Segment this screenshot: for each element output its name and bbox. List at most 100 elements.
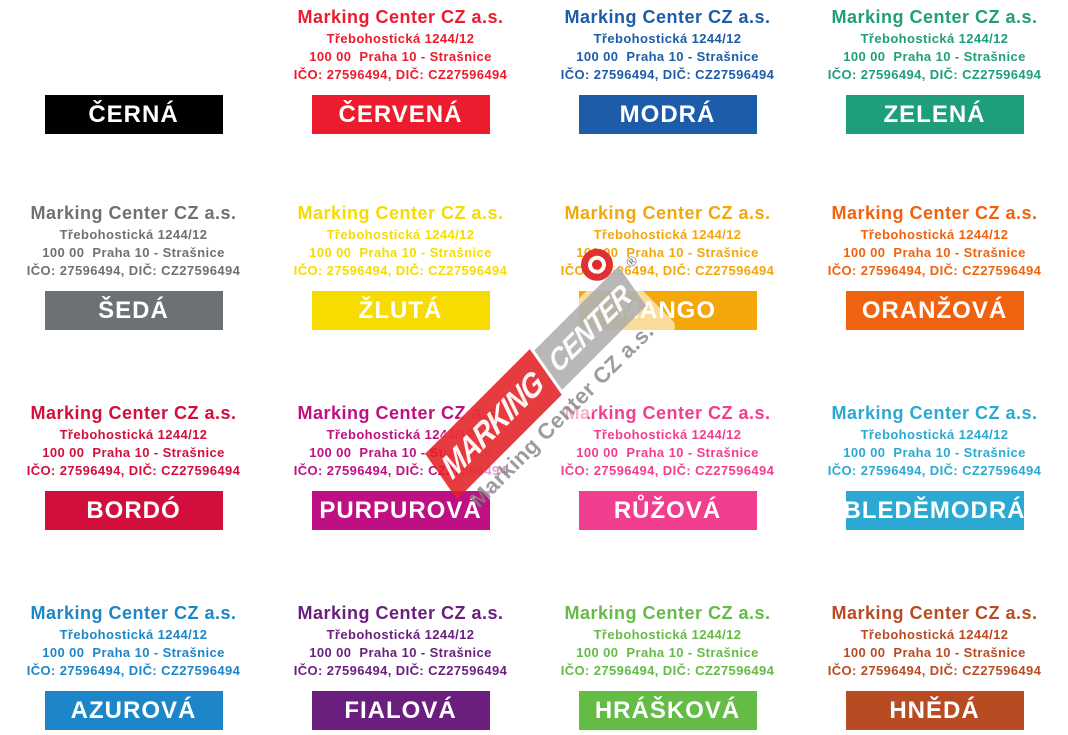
color-name-label: ZELENÁ: [883, 100, 986, 128]
stamp-line-ids: IČO: 27596494, DIČ: CZ27596494: [560, 263, 775, 278]
stamp-line-city: 100 00 Praha 10 - Strašnice: [576, 49, 759, 64]
color-name-label: MANGO: [619, 296, 716, 324]
color-name-label: MODRÁ: [619, 100, 716, 128]
color-bar[interactable]: ŽLUTÁ: [311, 291, 490, 330]
stamp-line-ids: IČO: 27596494, DIČ: CZ27596494: [827, 67, 1042, 82]
color-name-label: RŮŽOVÁ: [613, 496, 722, 524]
stamp-line-city: 100 00 Praha 10 - Strašnice: [309, 445, 492, 460]
stamp-line-ids: IČO: 27596494, DIČ: CZ27596494: [293, 663, 508, 678]
stamp-line-ids: IČO: 27596494, DIČ: CZ27596494: [560, 463, 775, 478]
color-cell-zluta: Marking Center CZ a.s. Třebohostická 124…: [267, 196, 534, 396]
color-name-label: ŠEDÁ: [98, 296, 169, 324]
color-cell-zelena: Marking Center CZ a.s. Třebohostická 124…: [801, 0, 1068, 196]
color-bar[interactable]: FIALOVÁ: [311, 691, 490, 730]
color-cell-oranzova: Marking Center CZ a.s. Třebohostická 124…: [801, 196, 1068, 396]
color-bar[interactable]: ČERVENÁ: [311, 95, 490, 134]
color-bar[interactable]: BLEDĚMODRÁ: [843, 491, 1026, 530]
color-name-label: ORANŽOVÁ: [861, 296, 1008, 324]
stamp-sample: Marking Center CZ a.s. Třebohostická 124…: [534, 200, 801, 280]
stamp-line-company: Marking Center CZ a.s.: [564, 7, 771, 27]
stamp-line-street: Třebohostická 1244/12: [860, 31, 1009, 46]
stamp-line-ids: IČO: 27596494, DIČ: CZ27596494: [293, 67, 508, 82]
stamp-line-company: Marking Center CZ a.s.: [297, 603, 504, 623]
stamp-line-street: Třebohostická 1244/12: [326, 31, 475, 46]
stamp-line-ids: IČO: 27596494, DIČ: CZ27596494: [26, 463, 241, 478]
color-bar[interactable]: HNĚDÁ: [845, 691, 1024, 730]
color-bar[interactable]: ČERNÁ: [44, 95, 223, 134]
color-name-label: FIALOVÁ: [344, 696, 457, 724]
stamp-line-ids: IČO: 27596494, DIČ: CZ27596494: [560, 67, 775, 82]
color-bar[interactable]: PURPUROVÁ: [311, 491, 490, 530]
stamp-line-city: 100 00 Praha 10 - Strašnice: [843, 49, 1026, 64]
color-name-label: BORDÓ: [86, 496, 181, 524]
stamp-line-street: Třebohostická 1244/12: [593, 427, 742, 442]
color-name-label: ČERNÁ: [88, 100, 179, 128]
color-cell-modra: Marking Center CZ a.s. Třebohostická 124…: [534, 0, 801, 196]
color-bar[interactable]: BORDÓ: [44, 491, 223, 530]
stamp-line-company: Marking Center CZ a.s.: [297, 403, 504, 423]
stamp-sample: Marking Center CZ a.s. Třebohostická 124…: [534, 4, 801, 84]
stamp-line-company: Marking Center CZ a.s.: [831, 603, 1038, 623]
color-cell-seda: Marking Center CZ a.s. Třebohostická 124…: [0, 196, 267, 396]
color-cell-mango: Marking Center CZ a.s. Třebohostická 124…: [534, 196, 801, 396]
stamp-line-street: Třebohostická 1244/12: [860, 627, 1009, 642]
stamp-line-company: Marking Center CZ a.s.: [831, 203, 1038, 223]
stamp-line-company: Marking Center CZ a.s.: [30, 403, 237, 423]
color-name-label: ČERVENÁ: [338, 100, 463, 128]
stamp-sample: Marking Center CZ a.s. Třebohostická 124…: [267, 400, 534, 480]
color-name-label: AZUROVÁ: [70, 696, 197, 724]
stamp-line-street: Třebohostická 1244/12: [326, 427, 475, 442]
color-cell-bordo: Marking Center CZ a.s. Třebohostická 124…: [0, 396, 267, 596]
color-cell-bledemodra: Marking Center CZ a.s. Třebohostická 124…: [801, 396, 1068, 596]
color-cell-azurova: Marking Center CZ a.s. Třebohostická 124…: [0, 596, 267, 735]
stamp-sample: Marking Center CZ a.s. Třebohostická 124…: [534, 600, 801, 680]
stamp-line-city: 100 00 Praha 10 - Strašnice: [309, 49, 492, 64]
stamp-sample: Marking Center CZ a.s. Třebohostická 124…: [801, 600, 1068, 680]
stamp-line-company: Marking Center CZ a.s.: [30, 603, 237, 623]
stamp-line-street: Třebohostická 1244/12: [860, 227, 1009, 242]
color-cell-fialova: Marking Center CZ a.s. Třebohostická 124…: [267, 596, 534, 735]
color-bar[interactable]: ZELENÁ: [845, 95, 1024, 134]
color-cell-ruzova: Marking Center CZ a.s. Třebohostická 124…: [534, 396, 801, 596]
stamp-line-city: 100 00 Praha 10 - Strašnice: [576, 245, 759, 260]
stamp-line-ids: IČO: 27596494, DIČ: CZ27596494: [827, 263, 1042, 278]
stamp-line-company: Marking Center CZ a.s.: [831, 403, 1038, 423]
stamp-sample: Marking Center CZ a.s. Třebohostická 124…: [534, 400, 801, 480]
stamp-sample: Marking Center CZ a.s. Třebohostická 124…: [801, 400, 1068, 480]
stamp-line-city: 100 00 Praha 10 - Strašnice: [42, 245, 225, 260]
stamp-sample: Marking Center CZ a.s. Třebohostická 124…: [267, 200, 534, 280]
stamp-line-street: Třebohostická 1244/12: [326, 627, 475, 642]
color-bar[interactable]: AZUROVÁ: [44, 691, 223, 730]
color-name-label: HNĚDÁ: [889, 696, 980, 724]
color-name-label: PURPUROVÁ: [319, 496, 482, 524]
color-bar[interactable]: MANGO: [578, 291, 757, 330]
stamp-sample: Marking Center CZ a.s. Třebohostická 124…: [267, 600, 534, 680]
stamp-line-street: Třebohostická 1244/12: [59, 627, 208, 642]
color-bar[interactable]: RŮŽOVÁ: [578, 491, 757, 530]
color-bar[interactable]: HRÁŠKOVÁ: [578, 691, 757, 730]
stamp-line-company: Marking Center CZ a.s.: [564, 603, 771, 623]
color-cell-cervena: Marking Center CZ a.s. Třebohostická 124…: [267, 0, 534, 196]
stamp-line-street: Třebohostická 1244/12: [593, 227, 742, 242]
color-bar[interactable]: ŠEDÁ: [44, 291, 223, 330]
stamp-line-ids: IČO: 27596494, DIČ: CZ27596494: [560, 663, 775, 678]
stamp-line-ids: IČO: 27596494, DIČ: CZ27596494: [293, 463, 508, 478]
stamp-line-street: Třebohostická 1244/12: [59, 427, 208, 442]
stamp-line-city: 100 00 Praha 10 - Strašnice: [843, 245, 1026, 260]
color-bar[interactable]: ORANŽOVÁ: [845, 291, 1024, 330]
color-cell-hneda: Marking Center CZ a.s. Třebohostická 124…: [801, 596, 1068, 735]
color-name-label: HRÁŠKOVÁ: [594, 696, 741, 724]
color-bar[interactable]: MODRÁ: [578, 95, 757, 134]
color-cell-hraskova: Marking Center CZ a.s. Třebohostická 124…: [534, 596, 801, 735]
stamp-sample: Marking Center CZ a.s. Třebohostická 124…: [801, 4, 1068, 84]
stamp-line-street: Třebohostická 1244/12: [593, 627, 742, 642]
stamp-line-company: Marking Center CZ a.s.: [564, 403, 771, 423]
color-name-label: ŽLUTÁ: [358, 296, 443, 324]
stamp-line-ids: IČO: 27596494, DIČ: CZ27596494: [26, 263, 241, 278]
stamp-line-ids: IČO: 27596494, DIČ: CZ27596494: [827, 663, 1042, 678]
stamp-sample: Marking Center CZ a.s. Třebohostická 124…: [801, 200, 1068, 280]
color-name-label: BLEDĚMODRÁ: [843, 496, 1026, 524]
stamp-line-street: Třebohostická 1244/12: [860, 427, 1009, 442]
stamp-line-company: Marking Center CZ a.s.: [831, 7, 1038, 27]
